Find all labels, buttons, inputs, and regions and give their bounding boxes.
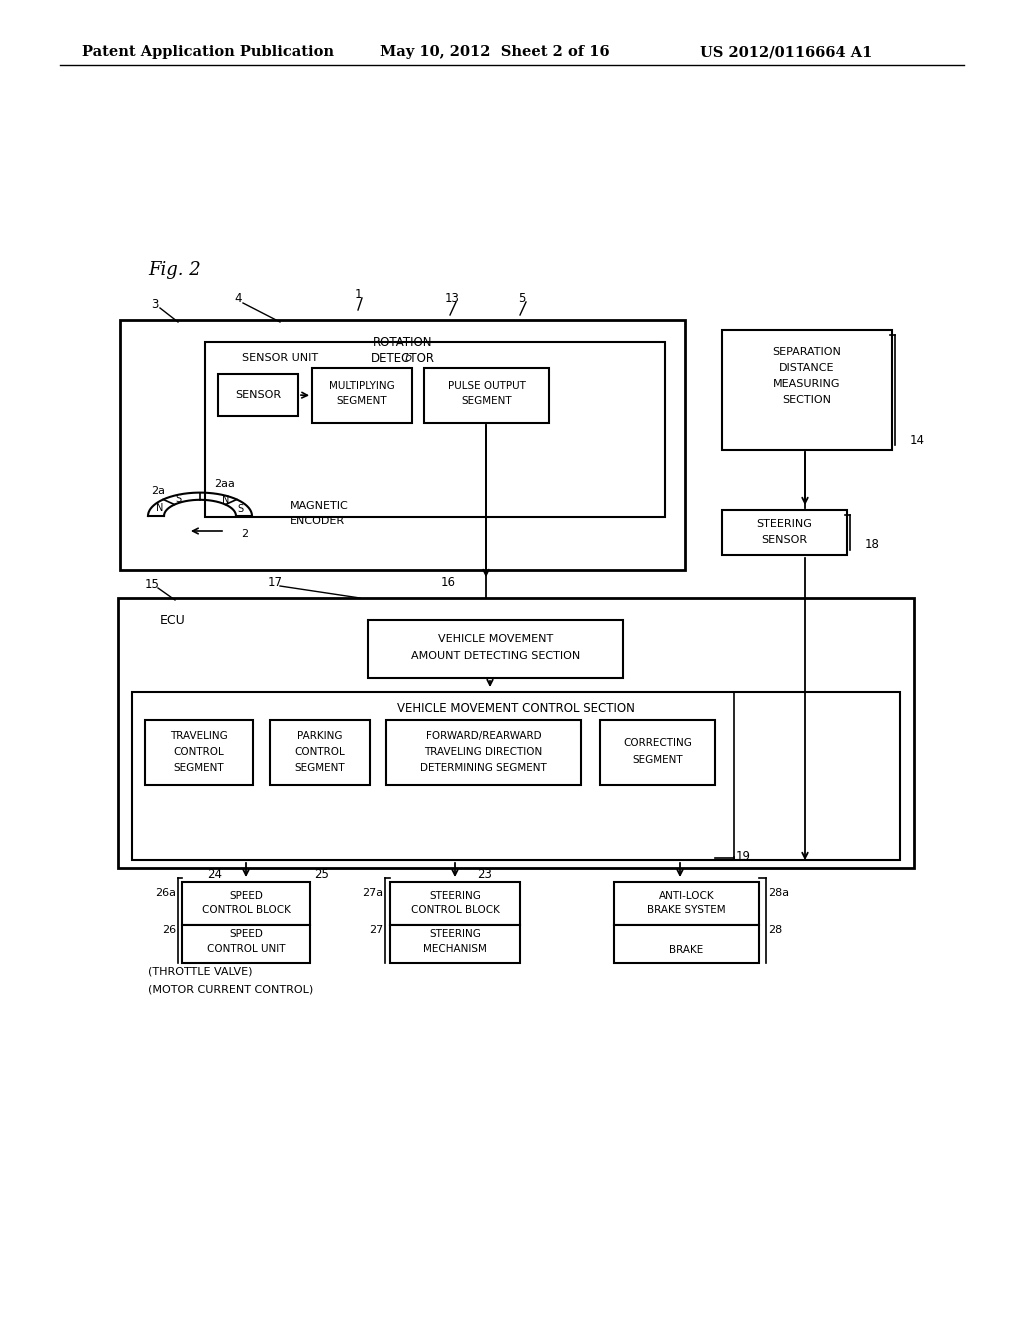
Text: S: S (238, 504, 244, 513)
Text: MECHANISM: MECHANISM (423, 944, 487, 954)
Text: 14: 14 (910, 433, 925, 446)
Bar (205, 342, 665, 517)
Text: SEGMENT: SEGMENT (295, 763, 345, 774)
Text: ENCODER: ENCODER (290, 516, 345, 525)
Text: 2a: 2a (151, 486, 165, 496)
Text: DETERMINING SEGMENT: DETERMINING SEGMENT (420, 763, 547, 774)
Text: 15: 15 (144, 578, 160, 591)
Text: MEASURING: MEASURING (773, 379, 841, 389)
Bar (386, 719, 581, 785)
Bar (368, 620, 623, 678)
Bar (600, 719, 715, 785)
Text: (MOTOR CURRENT CONTROL): (MOTOR CURRENT CONTROL) (148, 985, 313, 995)
Text: SEPARATION: SEPARATION (772, 347, 842, 356)
Bar (182, 882, 310, 925)
Text: b: b (406, 352, 412, 363)
Text: SEGMENT: SEGMENT (632, 755, 683, 766)
Text: 13: 13 (444, 293, 460, 305)
Text: CONTROL BLOCK: CONTROL BLOCK (411, 906, 500, 915)
Bar (218, 374, 298, 416)
Text: 1: 1 (354, 289, 361, 301)
Text: SPEED: SPEED (229, 929, 263, 939)
Text: DETECTOR: DETECTOR (371, 351, 434, 364)
Text: Patent Application Publication: Patent Application Publication (82, 45, 334, 59)
Bar (722, 510, 847, 554)
Text: N: N (157, 503, 164, 512)
Text: 24: 24 (208, 869, 222, 882)
Text: PARKING: PARKING (297, 731, 343, 741)
Text: 27: 27 (369, 925, 383, 935)
Text: 26: 26 (162, 925, 176, 935)
Text: VEHICLE MOVEMENT: VEHICLE MOVEMENT (438, 634, 553, 644)
Text: SEGMENT: SEGMENT (337, 396, 387, 407)
Text: 18: 18 (865, 539, 880, 552)
Text: SPEED: SPEED (229, 891, 263, 902)
Text: STEERING: STEERING (429, 929, 481, 939)
Text: 2aa: 2aa (215, 479, 236, 488)
Text: CONTROL: CONTROL (295, 747, 345, 756)
Text: May 10, 2012  Sheet 2 of 16: May 10, 2012 Sheet 2 of 16 (380, 45, 609, 59)
Bar (614, 925, 759, 964)
Bar (182, 925, 310, 964)
Text: FORWARD/REARWARD: FORWARD/REARWARD (426, 731, 542, 741)
Text: ROTATION: ROTATION (373, 335, 432, 348)
Text: TRAVELING DIRECTION: TRAVELING DIRECTION (424, 747, 543, 756)
Text: S: S (175, 494, 181, 504)
Text: 27a: 27a (361, 888, 383, 898)
Text: ANTI-LOCK: ANTI-LOCK (658, 891, 715, 902)
Text: 28a: 28a (768, 888, 790, 898)
Bar (424, 368, 549, 422)
Text: TRAVELING: TRAVELING (170, 731, 228, 741)
Bar (390, 882, 520, 925)
Text: 5: 5 (518, 293, 525, 305)
Text: BRAKE SYSTEM: BRAKE SYSTEM (647, 906, 726, 915)
Text: PULSE OUTPUT: PULSE OUTPUT (447, 381, 525, 391)
Text: SEGMENT: SEGMENT (461, 396, 512, 407)
Text: SENSOR: SENSOR (762, 535, 808, 545)
Text: BRAKE: BRAKE (670, 945, 703, 954)
Text: 3: 3 (152, 298, 159, 312)
Text: SENSOR UNIT: SENSOR UNIT (242, 352, 318, 363)
Bar (270, 719, 370, 785)
Bar (132, 692, 900, 861)
Text: SECTION: SECTION (782, 395, 831, 405)
Text: CONTROL UNIT: CONTROL UNIT (207, 944, 286, 954)
Text: 16: 16 (440, 577, 456, 590)
Text: Fig. 2: Fig. 2 (148, 261, 201, 279)
Text: DISTANCE: DISTANCE (779, 363, 835, 374)
Bar (145, 719, 253, 785)
Text: VEHICLE MOVEMENT CONTROL SECTION: VEHICLE MOVEMENT CONTROL SECTION (397, 702, 635, 715)
Bar (722, 330, 892, 450)
Bar (614, 882, 759, 925)
Text: CONTROL BLOCK: CONTROL BLOCK (202, 906, 291, 915)
Bar (118, 598, 914, 869)
Bar (390, 925, 520, 964)
Text: 23: 23 (477, 869, 493, 882)
Text: STEERING: STEERING (429, 891, 481, 902)
Text: MULTIPLYING: MULTIPLYING (329, 381, 395, 391)
Text: CONTROL: CONTROL (174, 747, 224, 756)
Text: AMOUNT DETECTING SECTION: AMOUNT DETECTING SECTION (411, 651, 581, 661)
Text: US 2012/0116664 A1: US 2012/0116664 A1 (700, 45, 872, 59)
Text: SENSOR: SENSOR (234, 389, 281, 400)
Text: SEGMENT: SEGMENT (174, 763, 224, 774)
Text: 2: 2 (242, 529, 249, 539)
Text: 28: 28 (768, 925, 782, 935)
Text: 4: 4 (234, 293, 242, 305)
Bar (312, 368, 412, 422)
Text: 25: 25 (314, 869, 330, 882)
Text: 19: 19 (736, 850, 751, 862)
Text: CORRECTING: CORRECTING (623, 738, 692, 748)
Text: MAGNETIC: MAGNETIC (290, 502, 349, 511)
Text: 17: 17 (267, 577, 283, 590)
Bar (120, 319, 685, 570)
Text: ECU: ECU (160, 614, 186, 627)
Text: N: N (221, 495, 229, 504)
Text: STEERING: STEERING (757, 519, 812, 529)
Text: 26a: 26a (155, 888, 176, 898)
Text: (THROTTLE VALVE): (THROTTLE VALVE) (148, 968, 253, 977)
